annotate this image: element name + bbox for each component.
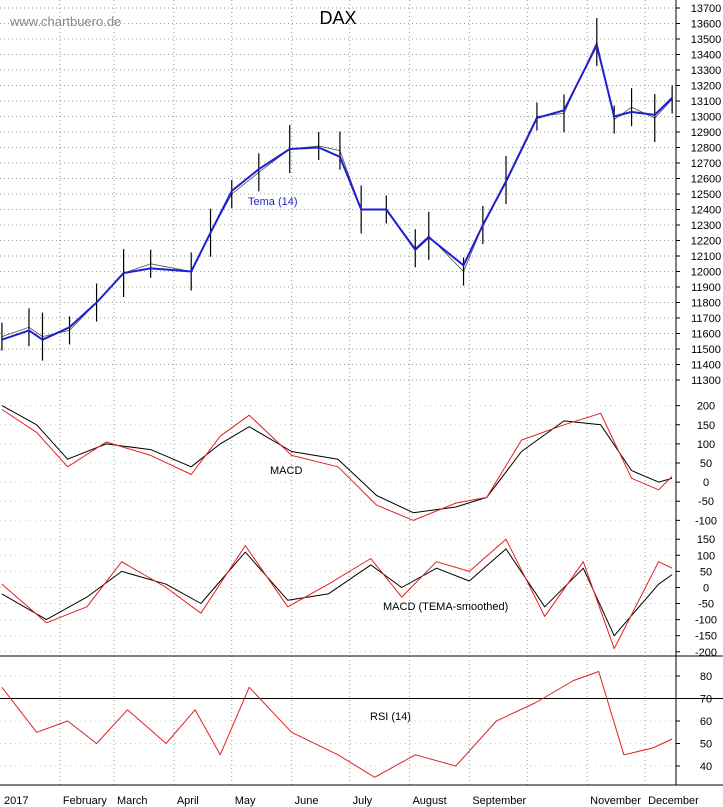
y-tick-label: 12200 bbox=[691, 236, 722, 248]
signal-line bbox=[1, 409, 673, 521]
x-tick-label: July bbox=[353, 795, 373, 807]
tema-line bbox=[1, 44, 673, 341]
y-tick-label: 13100 bbox=[691, 96, 722, 108]
x-axis: February March April May June July August Septe… bbox=[63, 795, 699, 807]
y-tick-label: 50 bbox=[700, 458, 712, 470]
grid-lines bbox=[0, 0, 676, 785]
y-tick-label: 60 bbox=[700, 716, 712, 728]
price-line bbox=[1, 40, 673, 338]
y-axis: 11300 11400 11500 11600 11700 11800 11900 12000… bbox=[676, 3, 721, 773]
watermark: www.chartbuero.de bbox=[9, 14, 121, 29]
y-tick-label: -200 bbox=[695, 647, 717, 659]
y-tick-label: 11700 bbox=[691, 313, 721, 325]
panel-frames bbox=[0, 0, 723, 786]
y-tick-label: 11600 bbox=[691, 329, 721, 341]
y-tick-label: 100 bbox=[697, 439, 715, 451]
y-tick-label: 12500 bbox=[691, 189, 722, 201]
x-tick-label: June bbox=[295, 795, 319, 807]
y-tick-label: 13300 bbox=[691, 65, 722, 77]
y-tick-label: 0 bbox=[703, 477, 709, 489]
y-tick-label: 150 bbox=[697, 420, 715, 432]
signal-line bbox=[1, 538, 673, 650]
y-tick-label: 12600 bbox=[691, 174, 722, 186]
y-tick-label: 11800 bbox=[691, 298, 721, 310]
x-year-label: 2017 bbox=[4, 795, 28, 807]
rsi-line bbox=[1, 671, 673, 778]
tema-label: Tema (14) bbox=[248, 196, 298, 208]
y-tick-label: 12300 bbox=[691, 220, 722, 232]
y-tick-label: 0 bbox=[703, 582, 709, 594]
y-tick-label: 13700 bbox=[691, 3, 722, 15]
y-tick-label: 13000 bbox=[691, 112, 722, 124]
macd-smoothed-label: MACD (TEMA-smoothed) bbox=[383, 601, 508, 613]
y-tick-label: 12100 bbox=[691, 251, 722, 263]
chart-marks bbox=[1, 18, 673, 778]
x-tick-label: February bbox=[63, 795, 108, 807]
y-tick-label: -100 bbox=[695, 615, 717, 627]
y-tick-label: 150 bbox=[697, 534, 715, 546]
y-tick-label: 70 bbox=[700, 694, 712, 706]
y-tick-label: 11400 bbox=[691, 360, 721, 372]
y-tick-label: 12900 bbox=[691, 127, 722, 139]
y-tick-label: 11900 bbox=[691, 282, 721, 294]
x-tick-label: August bbox=[412, 795, 446, 807]
y-tick-label: 80 bbox=[700, 671, 712, 683]
x-tick-label: November bbox=[590, 795, 641, 807]
y-tick-label: 12800 bbox=[691, 143, 722, 155]
macd-label: MACD bbox=[270, 465, 302, 477]
chart-title: DAX bbox=[319, 8, 356, 28]
y-tick-label: 13200 bbox=[691, 81, 722, 93]
y-tick-label: 13400 bbox=[691, 50, 722, 62]
y-tick-label: 11300 bbox=[691, 375, 721, 387]
y-tick-label: -50 bbox=[698, 496, 714, 508]
y-tick-label: 13600 bbox=[691, 19, 722, 31]
y-tick-label: -150 bbox=[695, 631, 717, 643]
y-tick-label: -100 bbox=[695, 515, 717, 527]
y-tick-label: 50 bbox=[700, 739, 712, 751]
x-tick-label: September bbox=[472, 795, 526, 807]
macd-line bbox=[1, 405, 673, 514]
y-tick-label: 12700 bbox=[691, 158, 722, 170]
y-tick-label: 100 bbox=[697, 550, 715, 562]
y-tick-label: 200 bbox=[697, 401, 715, 413]
y-tick-label: -50 bbox=[698, 599, 714, 611]
y-tick-label: 50 bbox=[700, 566, 712, 578]
y-tick-label: 11500 bbox=[691, 344, 721, 356]
macd-line bbox=[1, 548, 673, 637]
x-tick-label: March bbox=[117, 795, 148, 807]
x-tick-label: December bbox=[648, 795, 699, 807]
y-tick-label: 12000 bbox=[691, 267, 722, 279]
y-tick-label: 13500 bbox=[691, 34, 722, 46]
y-tick-label: 40 bbox=[700, 761, 712, 773]
y-tick-label: 12400 bbox=[691, 205, 722, 217]
x-tick-label: April bbox=[177, 795, 199, 807]
x-tick-label: May bbox=[235, 795, 256, 807]
rsi-label: RSI (14) bbox=[370, 711, 411, 723]
